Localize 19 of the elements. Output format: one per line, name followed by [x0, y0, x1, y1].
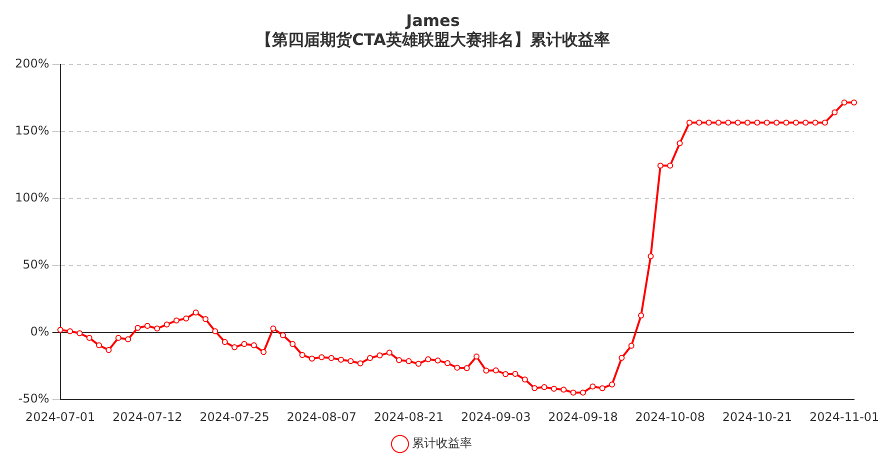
chart-subtitle: 【第四届期货CTA英雄联盟大赛排名】累计收益率 [256, 30, 610, 49]
y-tick-label: 150% [14, 124, 50, 138]
legend-label: 累计收益率 [412, 436, 472, 450]
x-tick-label: 2024-07-25 [200, 410, 270, 424]
y-tick-label: 200% [14, 56, 50, 71]
x-tick-label: 2024-08-21 [374, 410, 444, 424]
x-tick-label: 2024-07-12 [112, 410, 182, 424]
x-tick-label: 2024-11-01 [809, 410, 880, 424]
x-tick-label: 2024-10-21 [722, 410, 792, 424]
chart-title: James [405, 10, 460, 30]
x-tick-label: 2024-09-03 [460, 410, 531, 424]
x-tick-label: 2024-07-01 [25, 410, 96, 424]
y-tick-label: 50% [22, 258, 50, 272]
y-tick-label: 100% [14, 190, 50, 205]
x-tick-label: 2024-08-07 [286, 410, 357, 424]
x-tick-label: 2024-10-08 [635, 410, 705, 424]
x-tick-label: 2024-09-18 [548, 410, 618, 424]
y-tick-label: -50% [18, 392, 50, 406]
y-tick-label: 0% [30, 324, 50, 339]
